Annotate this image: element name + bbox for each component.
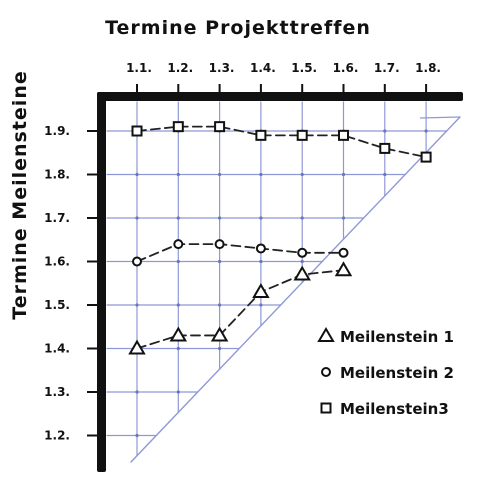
legend-label: Meilenstein 2 — [340, 364, 454, 382]
series-line — [136, 243, 345, 263]
legend-marker-triangle — [317, 327, 335, 342]
grid-node — [300, 172, 304, 177]
grid-node — [135, 390, 139, 394]
y-tick-label: 1.3. — [44, 385, 70, 399]
y-tick-label: 1.2. — [44, 429, 70, 443]
grid-node — [135, 303, 139, 307]
y-tick-label: 1.9. — [44, 124, 70, 138]
grid-node — [218, 259, 222, 264]
data-point-square — [172, 121, 184, 133]
grid-node — [218, 346, 222, 351]
grid-node — [383, 129, 387, 133]
grid-node — [259, 172, 263, 177]
grid-node — [259, 216, 263, 220]
grid-node — [176, 259, 180, 264]
grid-node — [300, 216, 304, 220]
x-tick-label: 1.8. — [415, 61, 441, 75]
grid-node — [135, 216, 139, 220]
y-tick-label: 1.6. — [44, 255, 70, 269]
x-tick-label: 1.7. — [374, 61, 400, 75]
grid-node — [218, 172, 222, 177]
data-point-square — [296, 129, 308, 141]
grid-node — [259, 303, 263, 307]
grid-node — [176, 172, 180, 177]
data-point-triangle — [293, 265, 311, 281]
legend-label: Meilenstein3 — [340, 400, 449, 418]
grid-node — [341, 172, 346, 177]
grid-node — [424, 129, 428, 133]
series-group — [128, 121, 432, 355]
data-point-triangle — [252, 282, 270, 298]
data-point-triangle — [334, 261, 353, 277]
x-tick-label: 1.2. — [167, 61, 193, 75]
y-tick-label: 1.4. — [44, 342, 70, 356]
grid-line-horizontal — [419, 116, 461, 119]
x-tick-label: 1.4. — [250, 61, 276, 75]
grid-node — [218, 216, 222, 220]
grid-diagonal — [130, 116, 461, 463]
y-axis-title: Termine Meilensteine — [9, 70, 31, 319]
grid-node — [135, 433, 139, 438]
data-point-circle — [173, 239, 184, 250]
data-point-square — [214, 121, 226, 133]
legend-marker-square — [320, 402, 332, 414]
data-point-circle — [338, 247, 349, 258]
series-line — [136, 269, 345, 350]
data-point-triangle — [128, 339, 146, 355]
data-point-triangle — [210, 326, 229, 342]
y-tick-label: 1.8. — [44, 168, 70, 182]
x-tick-label: 1.5. — [291, 61, 317, 75]
series-1 — [128, 261, 353, 355]
series-2 — [132, 239, 349, 267]
data-point-square — [255, 129, 267, 141]
x-tick-label: 1.1. — [126, 61, 152, 75]
grid-node — [176, 303, 180, 307]
data-point-square — [420, 151, 432, 163]
y-axis-line — [97, 92, 106, 472]
axes: 1.1. 1.2. 1.3. 1.4. 1.5. 1.6. 1.7. 1.8. 1.9. 1.8.… — [44, 61, 463, 472]
grid-node — [176, 216, 180, 220]
x-axis-line — [97, 92, 463, 101]
x-axis-title: Termine Projekttreffen — [105, 17, 371, 39]
legend: Meilenstein 1 Meilenstein 2 Meilenstein3 — [317, 327, 454, 418]
data-point-square — [131, 125, 143, 137]
y-tick-label: 1.5. — [44, 298, 70, 312]
grid-node — [176, 346, 180, 351]
legend-label: Meilenstein 1 — [340, 328, 454, 346]
series-line — [136, 125, 427, 158]
grid-node — [259, 259, 263, 264]
data-point-circle — [214, 239, 225, 250]
grid-node — [218, 303, 222, 307]
data-point-circle — [297, 247, 308, 258]
grid-node — [135, 172, 139, 177]
x-tick-label: 1.6. — [333, 61, 359, 75]
data-point-triangle — [169, 326, 188, 342]
series-3 — [131, 121, 432, 163]
data-point-square — [379, 142, 391, 154]
y-tick-label: 1.7. — [44, 211, 70, 225]
grid-node — [383, 172, 387, 177]
grid-node — [341, 216, 346, 220]
grid-node — [176, 390, 180, 394]
grid-node — [300, 259, 304, 264]
legend-marker-circle — [321, 367, 331, 377]
data-point-square — [338, 129, 349, 141]
data-point-circle — [132, 256, 142, 267]
data-point-circle — [255, 243, 266, 254]
x-tick-label: 1.3. — [209, 61, 235, 75]
